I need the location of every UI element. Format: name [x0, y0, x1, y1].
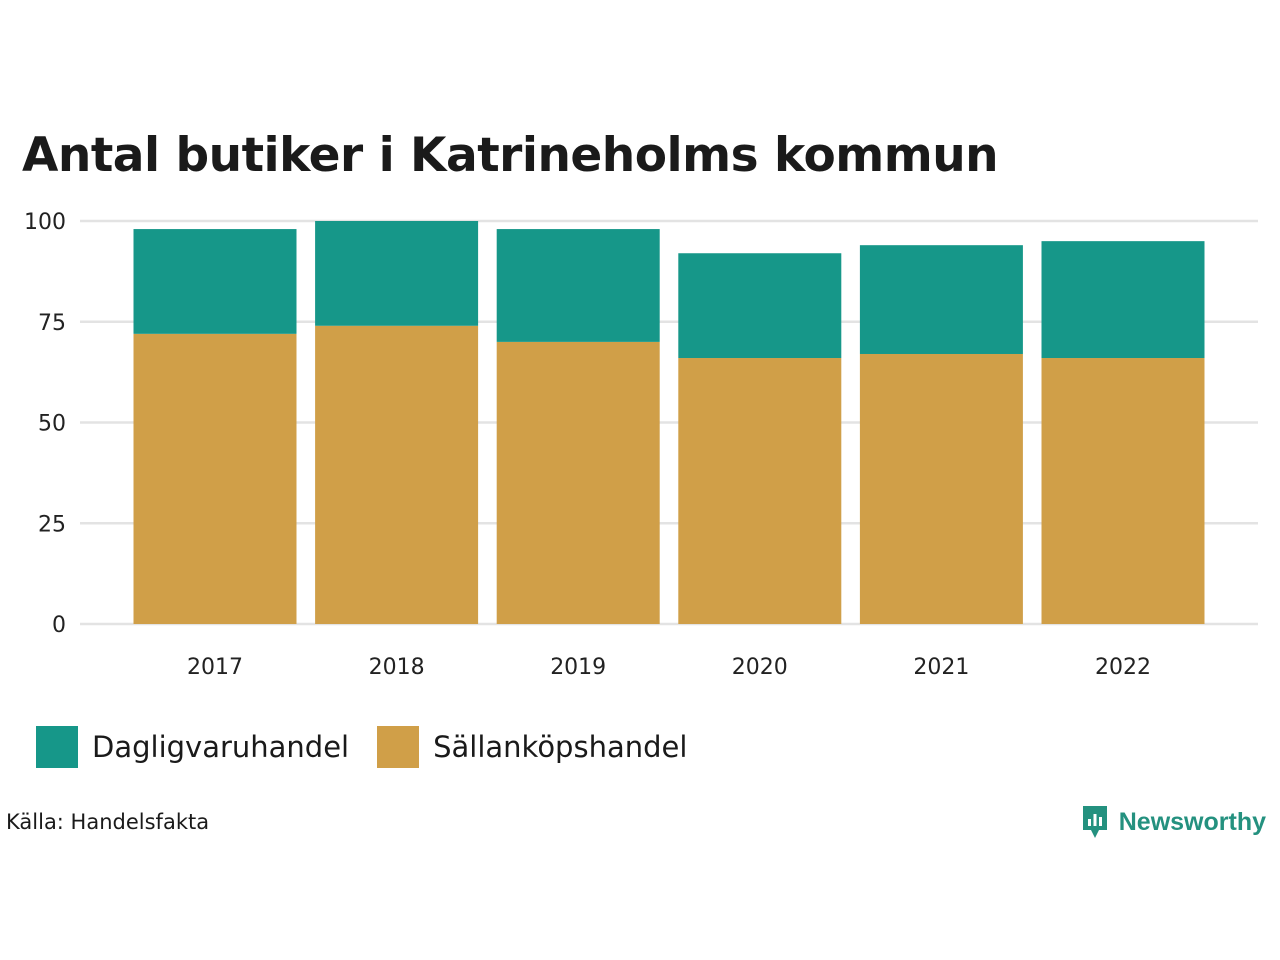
y-tick-label-50: 50	[38, 412, 66, 437]
x-axis-ticks: 2017 2018 2019 2020 2021 2022	[187, 655, 1151, 680]
bar-dagligvaruhandel-2020	[678, 253, 842, 359]
bar-dagligvaruhandel-2018	[315, 221, 479, 326]
bar-dagligvaruhandel-2022	[1041, 241, 1205, 359]
legend-item-sallankopshandel: Sällanköpshandel	[377, 726, 687, 768]
y-tick-label-75: 75	[38, 311, 66, 336]
x-tick-label-2021: 2021	[913, 655, 969, 680]
bars	[133, 221, 1205, 624]
bar-dagligvaruhandel-2021	[859, 245, 1023, 354]
source-note: Källa: Handelsfakta	[6, 810, 210, 834]
y-tick-label-100: 100	[24, 210, 66, 235]
bar-sallankopshandel-2022	[1041, 358, 1205, 624]
x-tick-label-2020: 2020	[732, 655, 788, 680]
brand-name: Newsworthy	[1118, 807, 1266, 836]
x-tick-label-2019: 2019	[550, 655, 606, 680]
stacked-bar-chart: 0 25 50 75 100 2017 2018 2019 2020 2021 2022	[24, 210, 1258, 680]
y-axis-ticks: 0 25 50 75 100	[24, 210, 66, 638]
legend: Dagligvaruhandel Sällanköpshandel	[36, 726, 715, 768]
x-tick-label-2017: 2017	[187, 655, 243, 680]
bar-dagligvaruhandel-2017	[133, 229, 297, 334]
brand-logo: Newsworthy	[1081, 804, 1266, 840]
newsworthy-logo-icon	[1082, 806, 1107, 838]
bar-sallankopshandel-2019	[496, 341, 660, 624]
x-tick-label-2022: 2022	[1095, 655, 1151, 680]
y-tick-label-25: 25	[38, 512, 66, 537]
legend-label-sallankopshandel: Sällanköpshandel	[433, 730, 688, 764]
legend-swatch-dagligvaruhandel	[36, 726, 78, 768]
x-tick-label-2018: 2018	[369, 655, 425, 680]
bar-sallankopshandel-2018	[315, 325, 479, 624]
legend-label-dagligvaruhandel: Dagligvaruhandel	[92, 730, 350, 764]
legend-item-dagligvaruhandel: Dagligvaruhandel	[36, 726, 349, 768]
chart-title: Antal butiker i Katrineholms kommun	[22, 128, 999, 183]
bar-sallankopshandel-2017	[133, 333, 297, 624]
bar-dagligvaruhandel-2019	[496, 229, 660, 342]
y-tick-label-0: 0	[52, 613, 66, 638]
bar-sallankopshandel-2020	[678, 358, 842, 624]
bar-sallankopshandel-2021	[859, 353, 1023, 624]
legend-swatch-sallankopshandel	[377, 726, 420, 768]
